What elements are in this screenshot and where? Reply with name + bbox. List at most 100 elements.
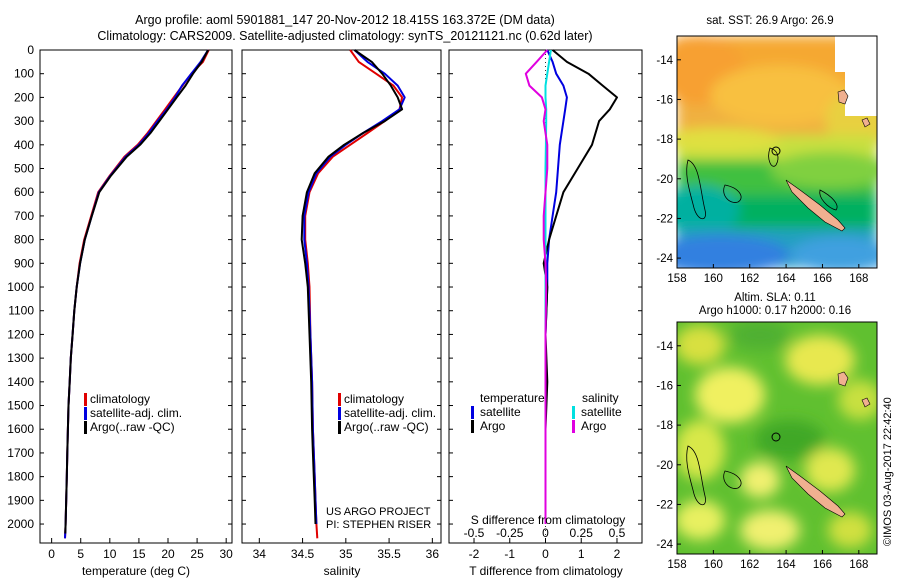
top-tick-label: -0.5 [464, 526, 485, 540]
x-tick-label: 20 [161, 547, 175, 561]
series-line [542, 49, 618, 524]
depth-axis: 0 100 200 300 400 500 600 700 800 900 1000 1100 1200… [7, 43, 34, 531]
legend-swatch-salinity-argo [572, 420, 575, 433]
depth-tick-label: 200 [14, 90, 34, 104]
legend-label-satellite: satellite-adj. clim. [344, 406, 436, 420]
map-x-tick-label: 166 [813, 273, 832, 285]
depth-tick-label: 700 [14, 209, 34, 223]
map-x-tick-label: 164 [776, 559, 796, 571]
depth-tick-label: 1300 [7, 351, 34, 365]
x-tick-label: 15 [132, 547, 146, 561]
map-x-tick-label: 168 [849, 559, 868, 571]
depth-tick-label: 600 [14, 185, 34, 199]
top-tick-label: -0.25 [496, 526, 524, 540]
series-line [524, 49, 549, 524]
top-tick-label: 0.25 [570, 526, 594, 540]
depth-tick-label: 900 [14, 256, 34, 270]
series-line [304, 49, 404, 539]
sla-map [677, 322, 877, 554]
legend-swatch-satellite [84, 407, 87, 420]
x-tick-label: -1 [504, 547, 515, 561]
top-tick-label: 0.5 [609, 526, 626, 540]
legend-swatch-climatology [84, 393, 87, 406]
difference-plot: -2 -1 0 1 2 -0.5 -0.25 0 0.25 0.5 [449, 49, 642, 561]
map-x-tick-label: 162 [740, 273, 759, 285]
sst-map-frame [676, 35, 878, 269]
x-tick-label: 35 [339, 547, 353, 561]
salinity-axis-label: salinity [324, 564, 361, 578]
salinity-legend: climatology satellite-adj. clim. Argo(..… [338, 392, 436, 434]
depth-tick-label: 1400 [7, 375, 34, 389]
difference-axis-label-top: S difference from climatology [471, 513, 626, 527]
legend-label-satellite: satellite-adj. clim. [90, 406, 182, 420]
map-y-tick-label: -22 [656, 499, 673, 511]
imos-credit: ©IMOS 03-Aug-2017 22:42:40 [882, 397, 894, 546]
map-x-tick-label: 168 [849, 273, 868, 285]
sst-map-axes: 158 160 162 164 166 168 -14 -16 -18 -20 -22 -24 [656, 55, 868, 285]
legend-label-temperature-argo: Argo [480, 419, 506, 433]
difference-axis-label-bottom: T difference from climatology [469, 564, 623, 578]
difference-legend: temperature satellite Argo salinity sate… [471, 391, 622, 433]
map-y-tick-label: -14 [656, 55, 673, 67]
map-x-tick-label: 164 [776, 273, 796, 285]
depth-tick-label: 1800 [7, 470, 34, 484]
series-line [303, 49, 406, 525]
sla-map-frame [676, 321, 878, 555]
x-tick-label: 10 [103, 547, 117, 561]
map-y-tick-label: -20 [656, 460, 673, 472]
depth-tick-label: 1700 [7, 446, 34, 460]
legend-swatch-argo [338, 421, 341, 434]
depth-tick-label: 1000 [7, 280, 34, 294]
project-credit: US ARGO PROJECT [326, 506, 431, 518]
legend-label-salinity-argo: Argo [581, 419, 607, 433]
legend-title-temperature: temperature [480, 391, 545, 405]
depth-tick-label: 1600 [7, 422, 34, 436]
x-tick-label: 30 [220, 547, 234, 561]
depth-tick-label: 1900 [7, 493, 34, 507]
legend-swatch-temperature-argo [471, 420, 474, 433]
depth-tick-label: 800 [14, 233, 34, 247]
x-tick-label: 0 [542, 547, 549, 561]
x-tick-label: 34 [253, 547, 267, 561]
legend-label-argo: Argo(..raw -QC) [90, 420, 175, 434]
series-line [300, 49, 404, 525]
temperature-legend: climatology satellite-adj. clim. Argo(..… [84, 392, 182, 434]
x-tick-label: 1 [578, 547, 585, 561]
map-x-tick-label: 158 [667, 559, 686, 571]
map-y-tick-label: -24 [656, 253, 673, 265]
pi-credit: PI: STEPHEN RISER [326, 519, 431, 531]
legend-swatch-climatology [338, 393, 341, 406]
sst-map-title: sat. SST: 26.9 Argo: 26.9 [706, 15, 833, 27]
map-y-tick-label: -16 [656, 94, 673, 106]
x-tick-label: 35.5 [377, 547, 401, 561]
map-x-tick-label: 160 [704, 273, 723, 285]
legend-label-salinity-satellite: satellite [581, 405, 622, 419]
sla-map-title-line1: Altim. SLA: 0.11 [734, 292, 816, 304]
sla-map-axes: 158 160 162 164 166 168 -14 -16 -18 -20 -22 -24 [656, 341, 868, 571]
depth-tick-label: 0 [27, 43, 34, 57]
x-tick-label: 25 [190, 547, 204, 561]
sst-map [677, 36, 877, 268]
sla-map-title-line2: Argo h1000: 0.17 h2000: 0.16 [699, 305, 851, 317]
map-y-tick-label: -20 [656, 174, 673, 186]
figure-title-line1: Argo profile: aoml 5901881_147 20-Nov-20… [135, 13, 555, 27]
map-y-tick-label: -18 [656, 134, 673, 146]
depth-tick-label: 400 [14, 138, 34, 152]
series-line [64, 49, 209, 539]
map-y-tick-label: -18 [656, 420, 673, 432]
depth-tick-label: 1100 [8, 304, 34, 318]
legend-swatch-salinity-satellite [572, 406, 575, 419]
x-tick-label: 36 [426, 547, 440, 561]
depth-tick-label: 100 [14, 67, 34, 81]
series-line [64, 49, 210, 539]
salinity-plot: 34 34.5 35 35.5 36 [242, 49, 441, 561]
series-line [64, 49, 209, 534]
depth-tick-label: 2000 [7, 517, 34, 531]
figure-title-line2: Climatology: CARS2009. Satellite-adjuste… [97, 29, 592, 43]
map-x-tick-label: 166 [813, 559, 832, 571]
map-y-tick-label: -22 [656, 213, 673, 225]
x-tick-label: 2 [614, 547, 621, 561]
legend-swatch-satellite [338, 407, 341, 420]
map-x-tick-label: 162 [740, 559, 759, 571]
